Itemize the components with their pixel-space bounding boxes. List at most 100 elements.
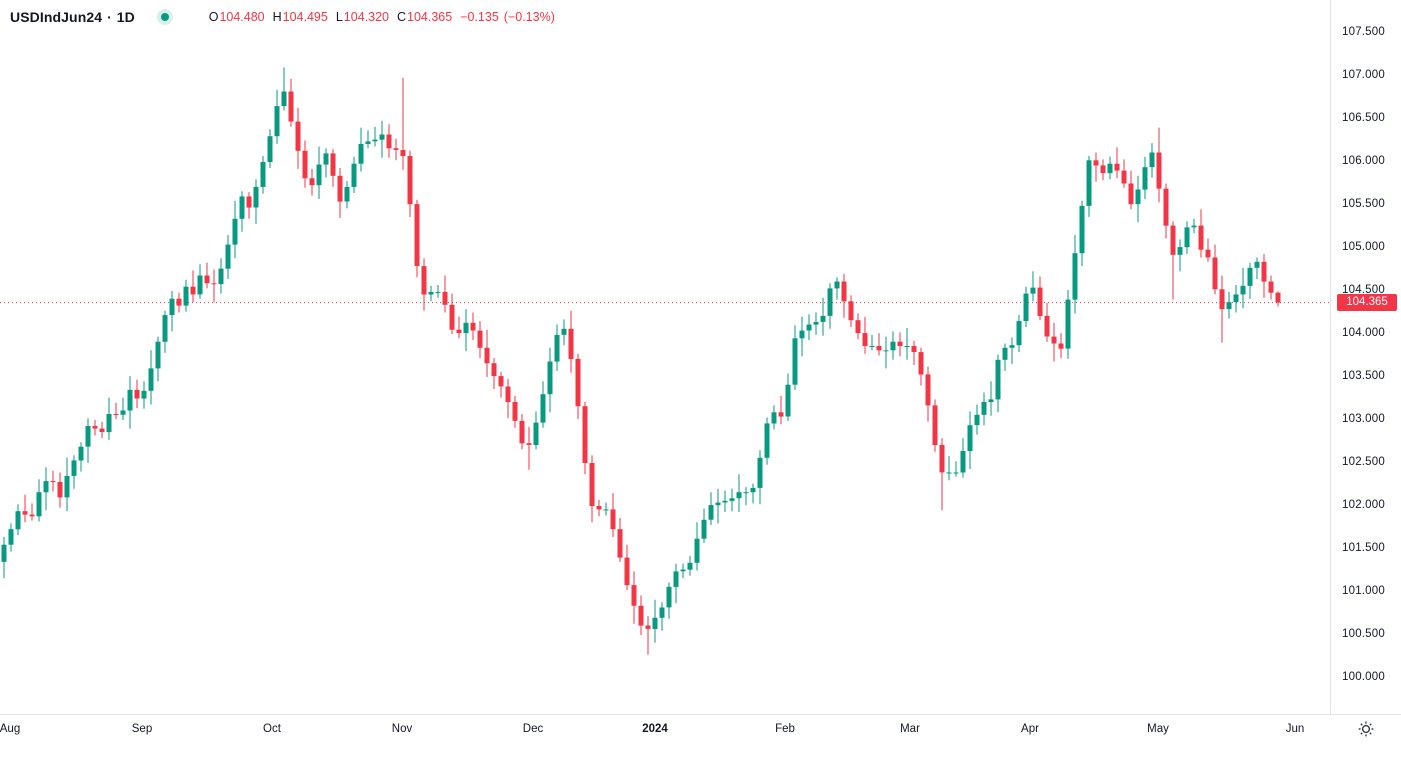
candle[interactable]	[715, 488, 721, 524]
time-axis-label[interactable]: May	[1147, 723, 1169, 735]
candle[interactable]	[1170, 221, 1176, 300]
candle[interactable]	[778, 395, 784, 425]
time-axis-label[interactable]: Jun	[1285, 723, 1305, 735]
candle[interactable]	[1128, 170, 1134, 210]
candle[interactable]	[85, 418, 91, 463]
candle[interactable]	[820, 297, 826, 336]
candle[interactable]	[204, 262, 210, 289]
candle[interactable]	[1268, 275, 1274, 300]
candle[interactable]	[659, 602, 665, 631]
candle[interactable]	[1030, 271, 1036, 302]
candle[interactable]	[22, 494, 28, 523]
candle[interactable]	[582, 401, 588, 475]
candle[interactable]	[701, 508, 707, 543]
candle[interactable]	[393, 138, 399, 161]
candle[interactable]	[295, 107, 301, 169]
candle[interactable]	[512, 395, 518, 428]
candle[interactable]	[1226, 291, 1232, 319]
symbol-title[interactable]: USDIndJun24	[10, 9, 103, 25]
candle[interactable]	[323, 148, 329, 178]
candle[interactable]	[806, 314, 812, 340]
candle[interactable]	[141, 381, 147, 409]
candle[interactable]	[43, 467, 49, 511]
candle[interactable]	[29, 503, 35, 521]
candle[interactable]	[36, 479, 42, 522]
candle[interactable]	[1051, 322, 1057, 362]
candle[interactable]	[456, 316, 462, 339]
candle[interactable]	[974, 404, 980, 435]
candle[interactable]	[260, 156, 266, 194]
candle[interactable]	[1093, 152, 1099, 182]
candle[interactable]	[736, 474, 742, 512]
candle[interactable]	[750, 483, 756, 504]
candle[interactable]	[15, 504, 21, 536]
candle[interactable]	[1219, 275, 1225, 343]
candle[interactable]	[1, 537, 7, 579]
candle[interactable]	[771, 405, 777, 430]
candle[interactable]	[421, 258, 427, 311]
candle[interactable]	[743, 487, 749, 506]
candle[interactable]	[596, 500, 602, 517]
time-axis-label[interactable]: Nov	[391, 723, 413, 735]
candle[interactable]	[925, 366, 931, 422]
candle[interactable]	[1261, 254, 1267, 298]
candle[interactable]	[967, 411, 973, 469]
candle[interactable]	[862, 316, 868, 354]
candle[interactable]	[960, 438, 966, 478]
candle[interactable]	[92, 420, 98, 436]
candle[interactable]	[575, 353, 581, 420]
candle[interactable]	[477, 321, 483, 359]
candle[interactable]	[435, 285, 441, 298]
candle[interactable]	[1037, 276, 1043, 321]
time-axis-label[interactable]: 2024	[642, 723, 668, 735]
candle[interactable]	[372, 126, 378, 147]
candle[interactable]	[288, 78, 294, 127]
chart-pane[interactable]	[0, 0, 1330, 713]
candle[interactable]	[274, 89, 280, 144]
time-axis-label[interactable]: Apr	[1021, 723, 1039, 735]
candle[interactable]	[1240, 267, 1246, 309]
candle[interactable]	[988, 381, 994, 416]
candle[interactable]	[8, 523, 14, 552]
candle[interactable]	[876, 333, 882, 356]
candle[interactable]	[1100, 159, 1106, 181]
candle[interactable]	[1233, 285, 1239, 313]
candle[interactable]	[911, 340, 917, 365]
time-axis-label[interactable]: Mar	[900, 723, 920, 735]
candle[interactable]	[897, 332, 903, 357]
candle[interactable]	[939, 438, 945, 511]
candle[interactable]	[50, 470, 56, 492]
candle[interactable]	[78, 442, 84, 472]
candlestick-chart[interactable]	[0, 0, 1330, 713]
candle[interactable]	[946, 456, 952, 481]
candle[interactable]	[533, 411, 539, 450]
candle[interactable]	[995, 354, 1001, 413]
candle[interactable]	[631, 571, 637, 624]
candle[interactable]	[666, 582, 672, 619]
candle[interactable]	[953, 461, 959, 477]
time-axis-label[interactable]: Oct	[263, 723, 281, 735]
candle[interactable]	[729, 488, 735, 512]
candle[interactable]	[344, 180, 350, 209]
candle[interactable]	[785, 373, 791, 421]
candle[interactable]	[680, 563, 686, 579]
candle[interactable]	[603, 502, 609, 516]
interval-label[interactable]: 1D	[116, 9, 135, 25]
candle[interactable]	[316, 146, 322, 200]
candle[interactable]	[239, 191, 245, 232]
candle[interactable]	[834, 277, 840, 300]
candle[interactable]	[687, 555, 693, 576]
candle[interactable]	[134, 379, 140, 408]
candle[interactable]	[1114, 147, 1120, 179]
candle[interactable]	[1135, 175, 1141, 223]
candle[interactable]	[246, 192, 252, 219]
candle[interactable]	[386, 124, 392, 158]
candle[interactable]	[484, 329, 490, 377]
candle[interactable]	[883, 336, 889, 369]
candle[interactable]	[1254, 257, 1260, 280]
candle[interactable]	[918, 347, 924, 386]
market-status-icon[interactable]	[156, 9, 173, 25]
candle[interactable]	[169, 291, 175, 332]
candle[interactable]	[1086, 156, 1092, 217]
candle[interactable]	[267, 129, 273, 168]
